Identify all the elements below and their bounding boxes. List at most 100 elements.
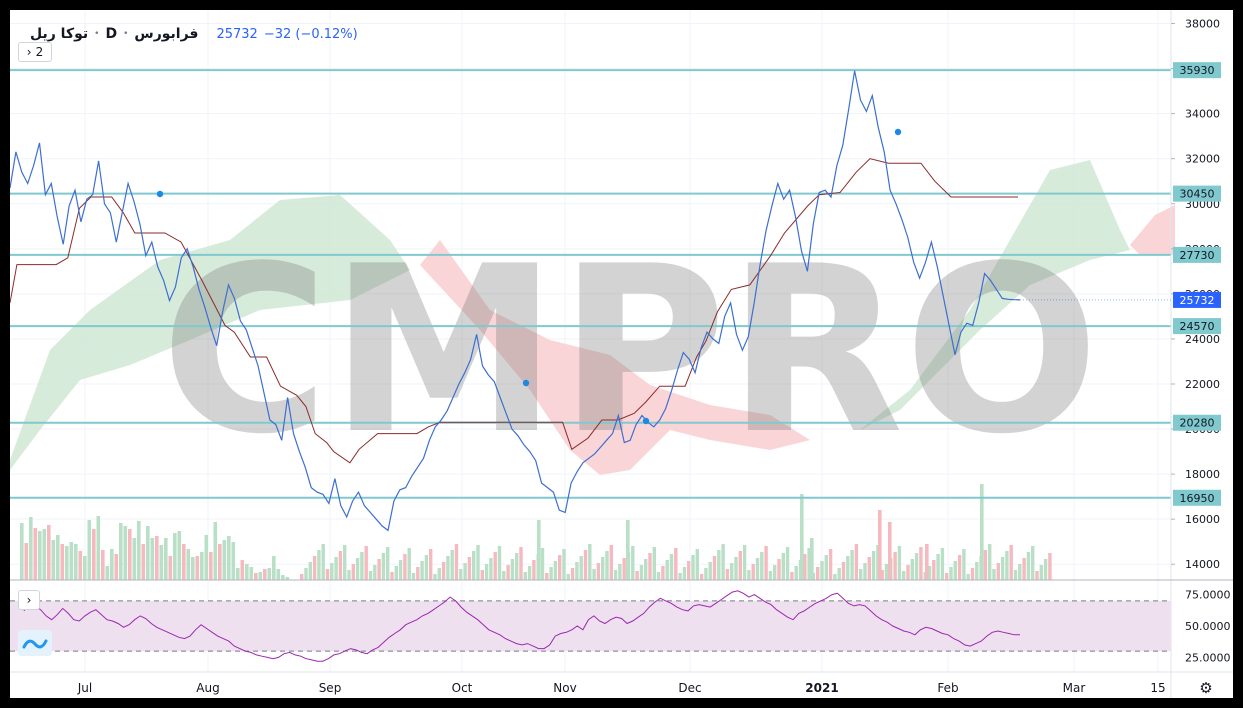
- volume-bar: [613, 570, 618, 580]
- volume-bar: [497, 546, 502, 580]
- volume-bar: [437, 568, 441, 580]
- volume-bar: [343, 545, 347, 580]
- volume-bar: [1035, 571, 1039, 580]
- volume-bar: [678, 573, 682, 580]
- timeframe-label[interactable]: D: [105, 26, 118, 42]
- chevron-right-icon: ›: [26, 593, 32, 607]
- horizontal-levels[interactable]: [10, 69, 1171, 499]
- time-axis-label: Oct: [452, 681, 473, 695]
- volume-bar: [398, 560, 403, 580]
- volume-bar: [562, 549, 566, 580]
- volume-bar: [549, 567, 553, 580]
- volume-bar: [687, 561, 691, 580]
- volume-bar: [330, 563, 334, 580]
- volume-bar: [708, 562, 712, 580]
- volume-bar: [1048, 553, 1052, 580]
- tradingview-logo-icon[interactable]: [18, 630, 52, 656]
- volume-bar: [300, 574, 304, 580]
- volume-bar: [592, 569, 596, 580]
- volume-bar: [360, 552, 364, 580]
- chart-canvas[interactable]: CMPRO 3800036000340003200030000280002600…: [9, 10, 1233, 698]
- symbol-legend: توکا ریل • D • فرابورس 25732 −32 (−0.12%…: [30, 26, 358, 42]
- price-axis[interactable]: 3800036000340003200030000280002600024000…: [1020, 18, 1221, 572]
- volume-bar: [56, 535, 60, 580]
- volume-bar: [351, 564, 355, 580]
- volume-bar: [476, 545, 480, 580]
- rsi-collapse-button[interactable]: ›: [18, 590, 40, 610]
- level-price-tag[interactable]: [1173, 246, 1221, 263]
- volume-bar: [141, 544, 146, 580]
- volume-bar: [867, 557, 871, 580]
- volume-bar: [833, 574, 837, 580]
- volume-bar: [661, 566, 665, 580]
- volume-bar: [579, 556, 583, 580]
- volume-bar: [570, 568, 575, 580]
- signal-dots: [156, 128, 902, 425]
- indicators-toggle-button[interactable]: › 2: [18, 42, 52, 62]
- volume-bar: [695, 549, 699, 580]
- volume-bar: [699, 574, 704, 580]
- volume-bar: [146, 526, 150, 580]
- volume-bar: [420, 561, 424, 580]
- rsi-axis[interactable]: 75.0000 50.0000 25.0000: [1185, 589, 1231, 665]
- time-axis-label: 15: [1150, 681, 1165, 695]
- volume-bar: [910, 559, 914, 580]
- time-axis-label: Nov: [553, 681, 576, 695]
- volume-bar: [446, 556, 450, 580]
- volume-bar-spike: [537, 520, 541, 580]
- volume-bar: [738, 551, 742, 580]
- volume-bar: [691, 555, 695, 580]
- level-price-tag[interactable]: [1173, 185, 1221, 202]
- legend-separator-icon: •: [123, 29, 129, 39]
- volume-bar: [601, 557, 605, 580]
- volume-bar: [450, 550, 454, 580]
- chart-panel[interactable]: CMPRO 3800036000340003200030000280002600…: [9, 10, 1233, 698]
- volume-bar: [992, 569, 996, 580]
- volume-bar: [764, 546, 768, 580]
- last-price-tag[interactable]: [1173, 291, 1221, 308]
- volume-bar: [377, 559, 381, 580]
- volume-bar: [871, 551, 876, 580]
- volume-bar: [850, 550, 854, 580]
- volume-bar: [304, 568, 308, 580]
- volume-bar: [364, 546, 368, 580]
- symbol-name[interactable]: توکا ریل: [30, 26, 89, 42]
- time-axis-label: 2021: [805, 681, 838, 695]
- volume-bar: [105, 566, 110, 580]
- volume-bar: [47, 525, 51, 580]
- time-axis[interactable]: Jul Aug Sep Oct Nov Dec 2021 Feb Mar 15: [77, 681, 1166, 695]
- volume-bar: [484, 564, 489, 580]
- volume-bar: [119, 523, 123, 580]
- volume-bar: [1005, 551, 1009, 580]
- signal-dot: [156, 190, 164, 198]
- volume-bar: [321, 544, 325, 580]
- time-axis-label: Mar: [1063, 681, 1086, 695]
- volume-bar: [1009, 545, 1013, 580]
- volume-bar: [510, 559, 515, 580]
- volume-bar: [407, 548, 411, 580]
- volume-bar: [652, 547, 656, 580]
- level-price-tag[interactable]: [1173, 489, 1221, 506]
- level-price-tag[interactable]: [1173, 414, 1221, 431]
- volume-bar-spike: [888, 522, 892, 580]
- level-price-tag[interactable]: [1173, 62, 1221, 79]
- volume-bar: [1018, 564, 1022, 580]
- volume-bar: [74, 544, 78, 580]
- volume-bar: [128, 529, 132, 580]
- exchange-name: فرابورس: [134, 26, 199, 42]
- volume-bar: [83, 556, 87, 580]
- level-price-tag[interactable]: [1173, 318, 1221, 335]
- volume-bar: [790, 572, 794, 580]
- volume-bar: [897, 546, 902, 580]
- rsi-pane[interactable]: [10, 590, 1171, 662]
- volume-bar-spike: [878, 510, 882, 580]
- volume-bar: [1039, 565, 1043, 580]
- volume-bar: [957, 555, 962, 580]
- settings-gear-icon[interactable]: ⚙: [1199, 679, 1212, 697]
- volume-bar: [876, 545, 880, 580]
- price-change-value: −32 (−0.12%): [263, 26, 358, 42]
- volume-bar: [824, 555, 828, 580]
- volume-bar: [730, 563, 734, 580]
- baseline-line: [9, 158, 1018, 464]
